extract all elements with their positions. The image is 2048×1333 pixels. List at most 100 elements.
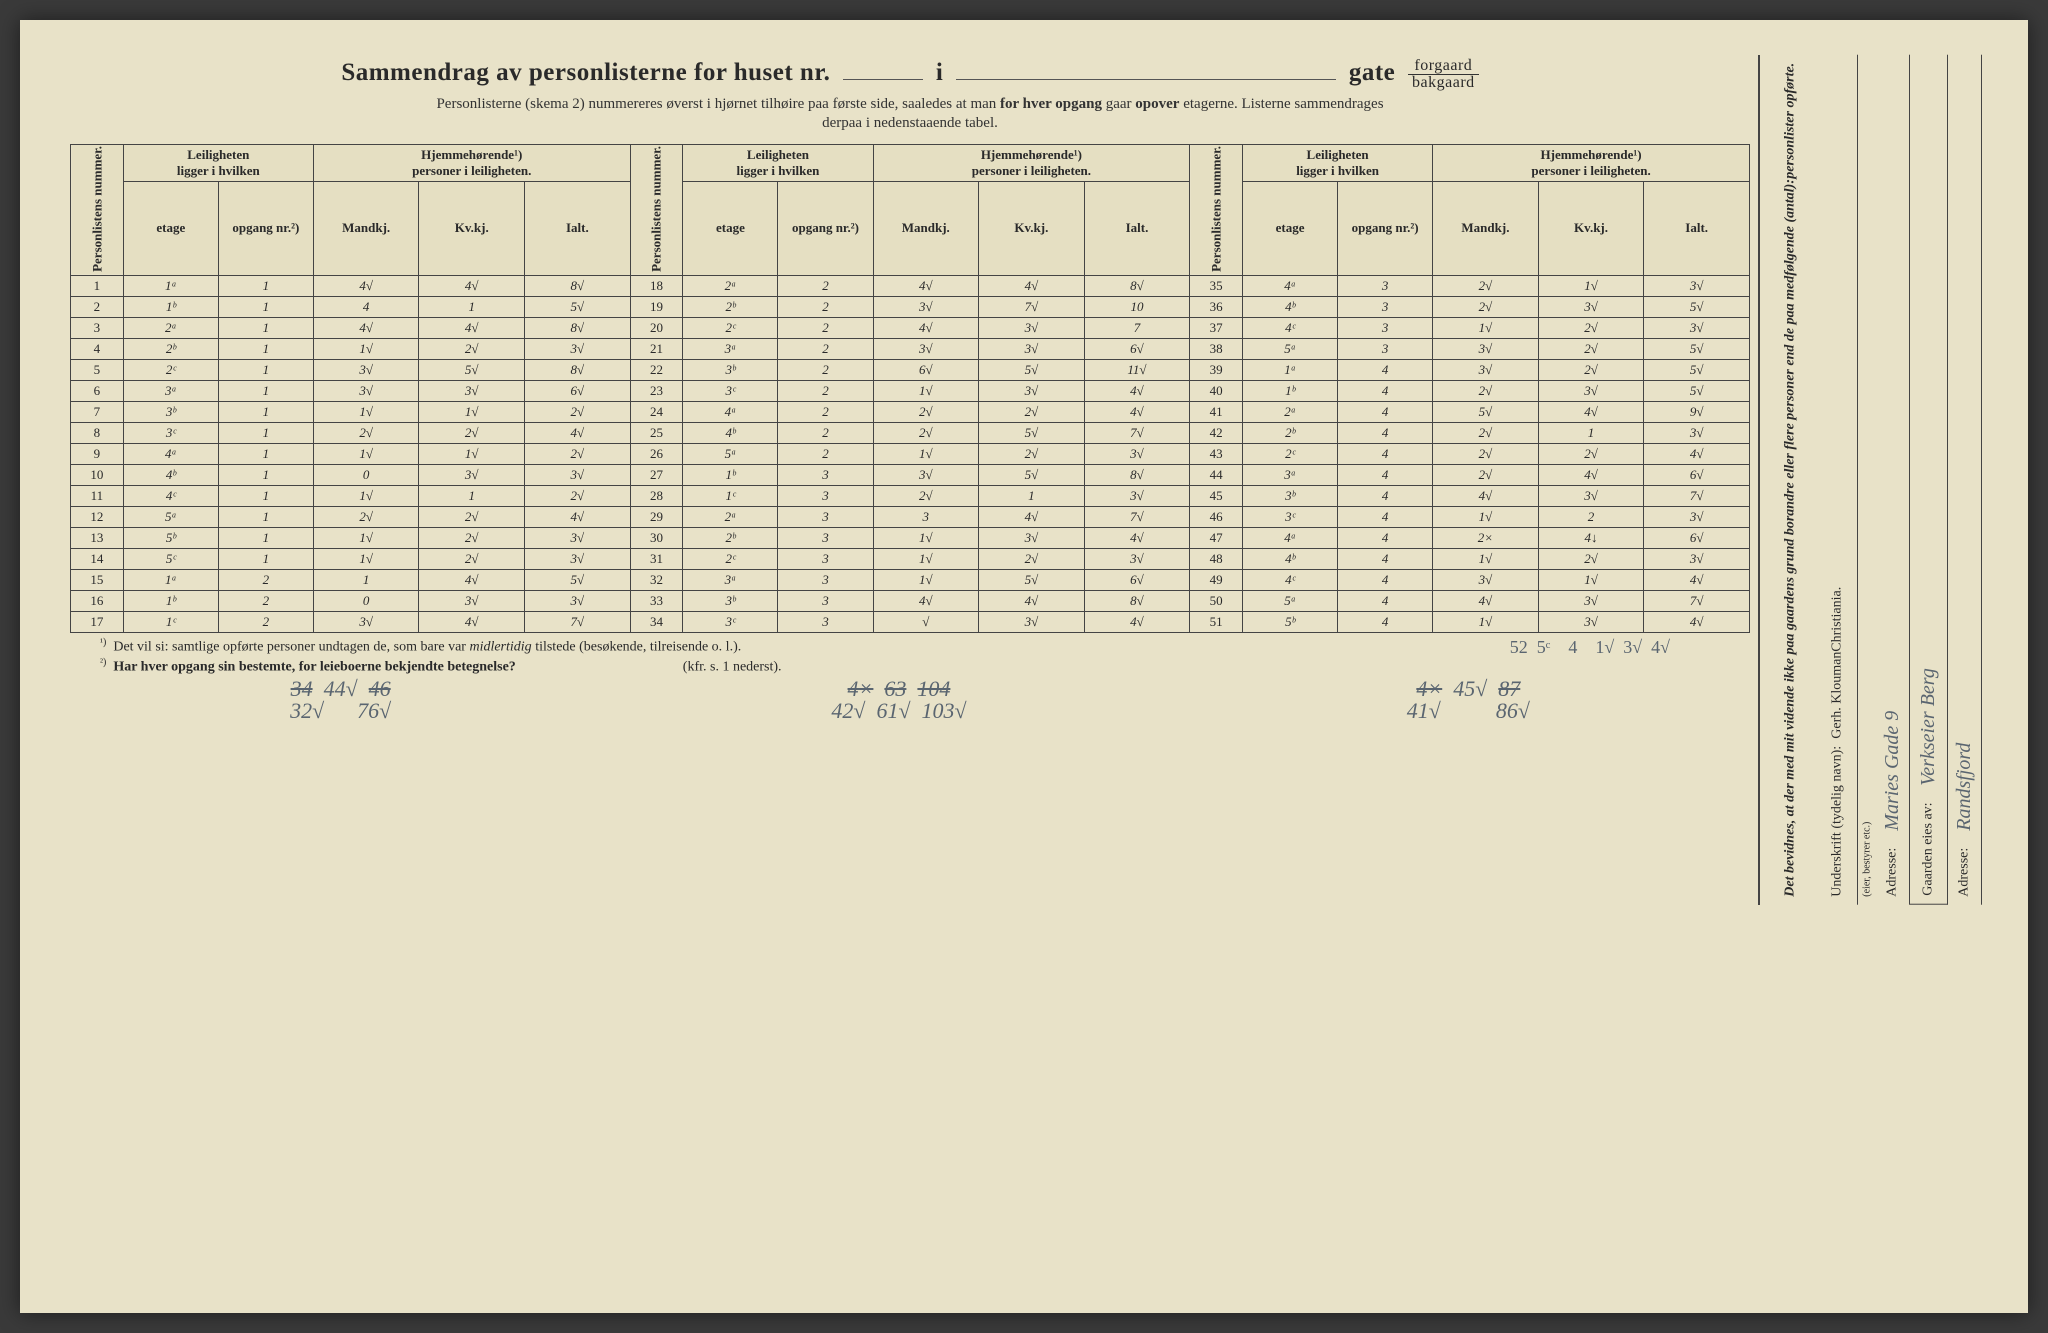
cell-mandkj: 2√: [1433, 380, 1539, 401]
cell-ialt: 3√: [1644, 317, 1750, 338]
cell-kvkj: 1: [1538, 422, 1644, 443]
cell-mandkj: 3√: [873, 338, 979, 359]
cell-opgang: 2: [778, 275, 873, 296]
cell-mandkj: 3√: [1433, 359, 1539, 380]
cell-opgang: 2: [778, 359, 873, 380]
total-col-3: 4× 45√ 87 41√ 86√: [1407, 678, 1530, 722]
cell-etage: 1ᵇ: [123, 296, 218, 317]
cell-opgang: 1: [218, 275, 313, 296]
cell-opgang: 2: [778, 296, 873, 317]
table-row: 114ᶜ11√12√281ᶜ32√13√453ᵇ44√3√7√: [71, 485, 1750, 506]
cell-ialt: 4√: [1644, 569, 1750, 590]
cell-etage: 4ᵃ: [123, 443, 218, 464]
cell-num: 22: [630, 359, 683, 380]
th-mandkj-2: Mandkj.: [873, 181, 979, 275]
fraction-num: forgaard: [1408, 58, 1479, 75]
cell-etage: 1ᵃ: [123, 569, 218, 590]
cell-ialt: 8√: [525, 317, 631, 338]
table-row: 42ᵇ11√2√3√213ᵃ23√3√6√385ᵃ33√2√5√: [71, 338, 1750, 359]
cell-mandkj: 1√: [873, 527, 979, 548]
subtitle: Personlisterne (skema 2) nummereres øver…: [70, 95, 1750, 134]
table-row: 145ᶜ11√2√3√312ᶜ31√2√3√484ᵇ41√2√3√: [71, 548, 1750, 569]
cell-ialt: 3√: [525, 548, 631, 569]
cell-opgang: 1: [218, 401, 313, 422]
table-row: 135ᵇ11√2√3√302ᵇ31√3√4√474ᵃ42×4↓6√: [71, 527, 1750, 548]
cell-mandkj: 2√: [1433, 275, 1539, 296]
cell-opgang: 1: [218, 506, 313, 527]
cell-num: 1: [71, 275, 124, 296]
cell-ialt: 4√: [1644, 443, 1750, 464]
cell-kvkj: 4√: [419, 317, 525, 338]
cell-num: 33: [630, 590, 683, 611]
cell-etage: 2ᵃ: [123, 317, 218, 338]
cell-num: 43: [1190, 443, 1243, 464]
cell-etage: 3ᶜ: [683, 611, 778, 632]
cell-num: 4: [71, 338, 124, 359]
cell-ialt: 5√: [1644, 380, 1750, 401]
cell-num: 28: [630, 485, 683, 506]
cell-mandkj: 1√: [1433, 506, 1539, 527]
cell-opgang: 2: [778, 380, 873, 401]
cell-ialt: 7√: [1644, 485, 1750, 506]
cell-kvkj: 3√: [979, 338, 1085, 359]
cell-opgang: 3: [778, 611, 873, 632]
cell-num: 40: [1190, 380, 1243, 401]
th-opgang-2: opgang nr.²): [778, 181, 873, 275]
th-num-3: Personlistens nummer.: [1190, 144, 1243, 275]
cell-opgang: 4: [1338, 569, 1433, 590]
cell-etage: 2ᵃ: [683, 506, 778, 527]
cell-ialt: 8√: [525, 359, 631, 380]
total-col-2: 4× 63 104 42√ 61√ 103√: [831, 678, 966, 722]
bevidnes-text: Det bevidnes, at der med mit vidende ikk…: [1764, 55, 1818, 905]
cell-etage: 4ᶜ: [1243, 317, 1338, 338]
cell-mandkj: 1√: [313, 548, 419, 569]
cell-kvkj: 5√: [979, 569, 1085, 590]
cell-mandkj: 1√: [313, 443, 419, 464]
cell-num: 20: [630, 317, 683, 338]
cell-etage: 1ᵇ: [1243, 380, 1338, 401]
cell-etage: 3ᵃ: [1243, 464, 1338, 485]
cell-etage: 3ᵇ: [683, 359, 778, 380]
fraction-den: bakgaard: [1408, 75, 1479, 91]
cell-kvkj: 3√: [979, 380, 1085, 401]
cell-etage: 5ᵇ: [123, 527, 218, 548]
cell-opgang: 3: [1338, 338, 1433, 359]
cell-kvkj: 1√: [1538, 275, 1644, 296]
th-hjem-1: Hjemmehørende¹)personer i leiligheten.: [313, 144, 630, 181]
cell-etage: 3ᶜ: [1243, 506, 1338, 527]
cell-mandkj: 3√: [313, 611, 419, 632]
cell-kvkj: 2√: [1538, 338, 1644, 359]
cell-num: 24: [630, 401, 683, 422]
cell-kvkj: 4√: [979, 275, 1085, 296]
cell-num: 12: [71, 506, 124, 527]
cell-kvkj: 5√: [979, 422, 1085, 443]
cell-etage: 5ᵃ: [683, 443, 778, 464]
cell-mandkj: 1√: [1433, 611, 1539, 632]
table-row: 83ᶜ12√2√4√254ᵇ22√5√7√422ᵇ42√13√: [71, 422, 1750, 443]
cell-opgang: 1: [218, 338, 313, 359]
cell-opgang: 3: [778, 590, 873, 611]
table-row: 73ᵇ11√1√2√244ᵃ22√2√4√412ᵃ45√4√9√: [71, 401, 1750, 422]
cell-num: 32: [630, 569, 683, 590]
cell-mandkj: 2√: [873, 422, 979, 443]
cell-num: 19: [630, 296, 683, 317]
cell-kvkj: 3√: [1538, 296, 1644, 317]
cell-kvkj: 2√: [1538, 317, 1644, 338]
cell-ialt: 7√: [1084, 506, 1190, 527]
cell-ialt: 2√: [525, 443, 631, 464]
cell-kvkj: 7√: [979, 296, 1085, 317]
cell-opgang: 4: [1338, 380, 1433, 401]
cell-mandkj: 2√: [313, 422, 419, 443]
cell-mandkj: 1√: [313, 338, 419, 359]
cell-ialt: 6√: [1084, 338, 1190, 359]
cell-num: 14: [71, 548, 124, 569]
cell-mandkj: 2√: [873, 401, 979, 422]
cell-kvkj: 3√: [979, 611, 1085, 632]
cell-opgang: 4: [1338, 506, 1433, 527]
cell-etage: 2ᶜ: [683, 317, 778, 338]
cell-opgang: 4: [1338, 611, 1433, 632]
cell-etage: 2ᵇ: [123, 338, 218, 359]
th-leil-1: Leilighetenligger i hvilken: [123, 144, 313, 181]
cell-ialt: 2√: [525, 401, 631, 422]
cell-etage: 4ᵃ: [683, 401, 778, 422]
